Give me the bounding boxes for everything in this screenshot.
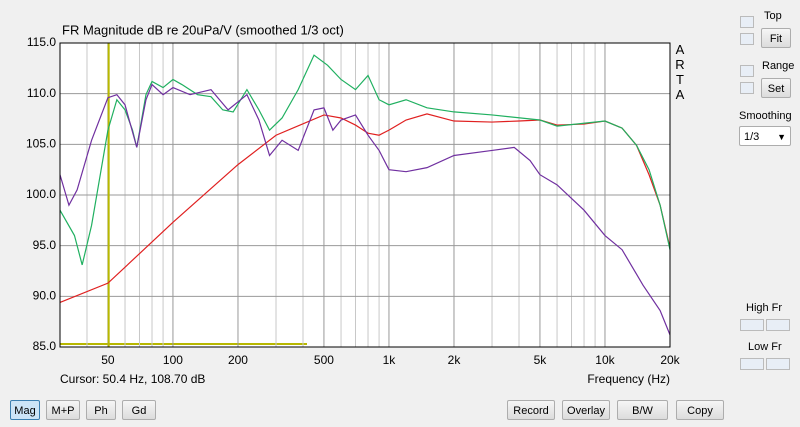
y-tick-label: 105.0 (26, 137, 56, 151)
y-tick-label: 115.0 (27, 35, 56, 49)
plot-border (59, 42, 671, 348)
right-arrow[interactable] (766, 319, 790, 331)
arta-label: ARTA (675, 42, 685, 102)
left-arrow[interactable] (740, 358, 764, 370)
y-tick-label: 100.0 (26, 187, 56, 201)
chart-title: FR Magnitude dB re 20uPa/V (smoothed 1/3… (62, 22, 344, 37)
top-label: Top (764, 10, 782, 22)
toolbar-button[interactable]: Copy (676, 400, 724, 420)
x-tick-label: 2k (448, 353, 462, 367)
right-arrow[interactable] (766, 358, 790, 370)
low-fr-label: Low Fr (748, 341, 782, 353)
dropdown-arrow: ▼ (777, 132, 786, 142)
toolbar-button[interactable]: Overlay (562, 400, 610, 420)
fit-button[interactable]: Fit (761, 28, 791, 48)
x-tick-label: 1k (383, 353, 397, 367)
down-arrow[interactable] (740, 82, 754, 94)
toolbar-button[interactable]: Gd (122, 400, 156, 420)
y-tick-label: 110.0 (27, 86, 56, 100)
smoothing-select[interactable]: 1/3 ▼ (739, 126, 791, 146)
up-arrow[interactable] (740, 65, 754, 77)
x-tick-label: 20k (660, 353, 680, 367)
x-tick-label: 200 (228, 353, 248, 367)
toolbar-button[interactable]: Mag (10, 400, 40, 420)
down-arrow[interactable] (740, 33, 754, 45)
smoothing-value: 1/3 (744, 131, 760, 143)
range-label: Range (762, 60, 795, 72)
set-button[interactable]: Set (761, 78, 791, 98)
high-fr-label: High Fr (746, 302, 783, 314)
up-arrow[interactable] (740, 16, 754, 28)
x-tick-label: 10k (595, 353, 615, 367)
smoothing-label: Smoothing (739, 110, 792, 122)
x-axis-label: Frequency (Hz) (587, 372, 670, 386)
x-tick-label: 500 (314, 353, 334, 367)
y-tick-label: 85.0 (33, 339, 57, 353)
toolbar-button[interactable]: M+P (46, 400, 80, 420)
toolbar-button[interactable]: Ph (86, 400, 116, 420)
y-tick-label: 90.0 (33, 289, 57, 303)
x-tick-label: 5k (534, 353, 548, 367)
y-tick-label: 95.0 (33, 238, 57, 252)
cursor-readout: Cursor: 50.4 Hz, 108.70 dB (60, 372, 205, 386)
series-line (59, 83, 671, 336)
x-tick-label: 50 (101, 353, 115, 367)
left-arrow[interactable] (740, 319, 764, 331)
toolbar-button[interactable]: Record (507, 400, 555, 420)
toolbar-button[interactable]: B/W (617, 400, 668, 420)
x-tick-label: 100 (163, 353, 183, 367)
chart: FR Magnitude dB re 20uPa/V (smoothed 1/3… (26, 22, 681, 386)
